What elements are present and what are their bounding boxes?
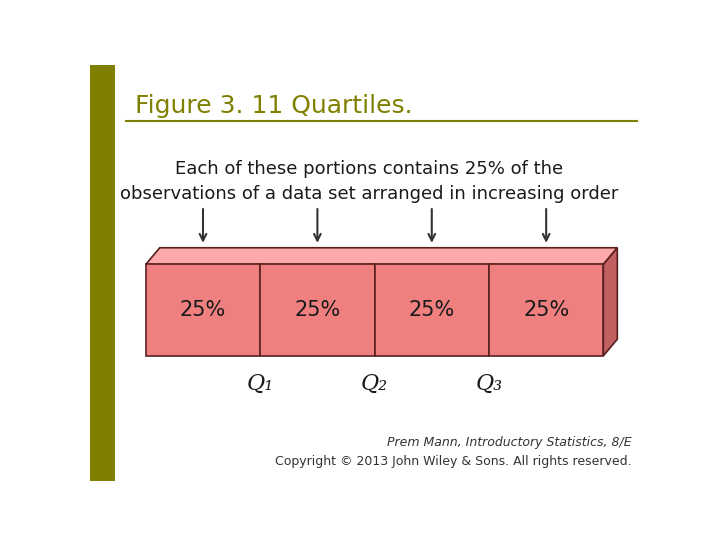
Bar bbox=[90, 65, 115, 481]
Bar bbox=[145, 265, 260, 356]
Text: 25%: 25% bbox=[294, 300, 341, 320]
Text: 25%: 25% bbox=[180, 300, 226, 320]
Text: Prem Mann, Introductory Statistics, 8/E: Prem Mann, Introductory Statistics, 8/E bbox=[387, 436, 631, 449]
Polygon shape bbox=[603, 248, 617, 356]
Text: Q₂: Q₂ bbox=[361, 373, 388, 395]
Text: Each of these portions contains 25% of the: Each of these portions contains 25% of t… bbox=[175, 160, 563, 178]
Text: observations of a data set arranged in increasing order: observations of a data set arranged in i… bbox=[120, 185, 618, 204]
Polygon shape bbox=[145, 248, 617, 265]
Bar bbox=[374, 265, 489, 356]
Text: Copyright © 2013 John Wiley & Sons. All rights reserved.: Copyright © 2013 John Wiley & Sons. All … bbox=[274, 455, 631, 468]
Text: Figure 3. 11 Quartiles.: Figure 3. 11 Quartiles. bbox=[135, 94, 413, 118]
Text: Q₃: Q₃ bbox=[475, 373, 503, 395]
Text: Q₁: Q₁ bbox=[247, 373, 274, 395]
Bar bbox=[489, 265, 603, 356]
Bar bbox=[260, 265, 374, 356]
Text: 25%: 25% bbox=[523, 300, 570, 320]
Text: 25%: 25% bbox=[409, 300, 455, 320]
